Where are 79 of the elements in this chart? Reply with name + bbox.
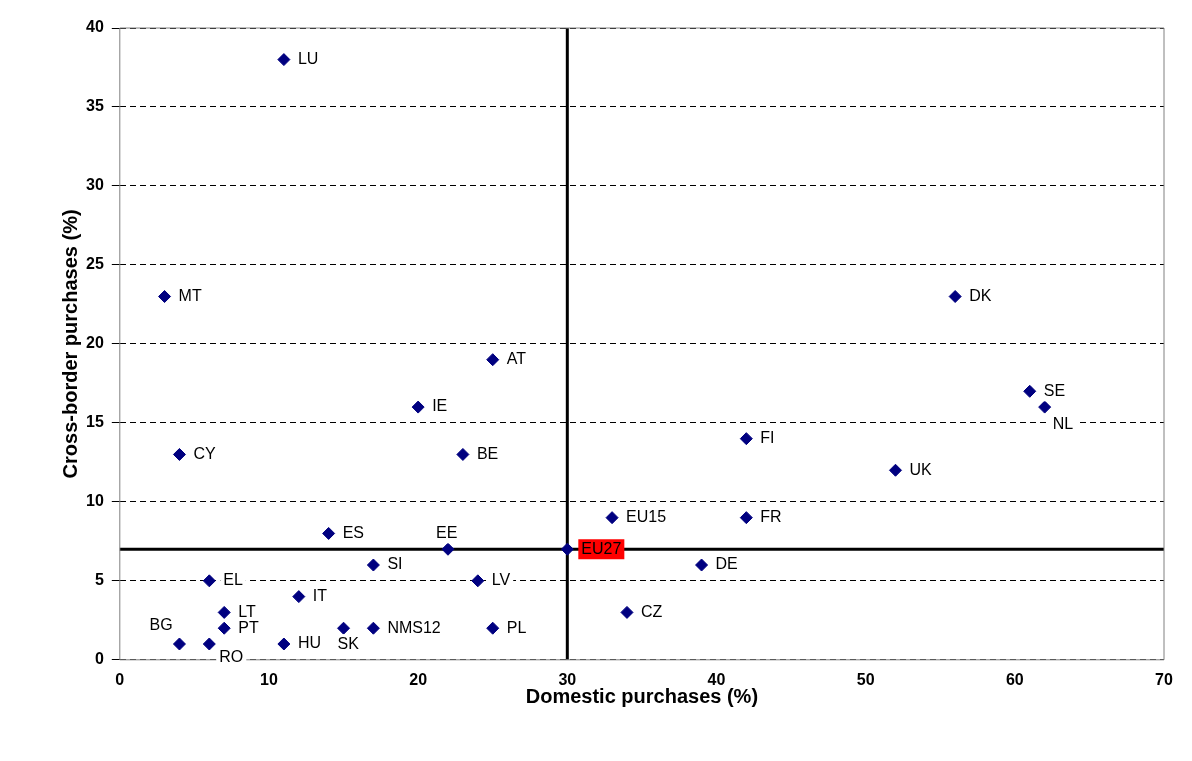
annotation: BG [149, 616, 173, 634]
annotation: PT [238, 618, 259, 636]
annotation: NL [1052, 415, 1074, 433]
point [277, 53, 291, 67]
annotation: IE [432, 397, 448, 415]
x-tick-label: 40 [707, 670, 726, 688]
point [366, 558, 380, 572]
annotation: SE [1043, 381, 1066, 399]
point [739, 511, 753, 525]
y-tick-label: 20 [86, 334, 104, 352]
point [172, 637, 186, 651]
y-axis-title: Cross-border purchases (%) [59, 209, 82, 479]
annotation: BE [476, 444, 499, 462]
y-tick-label: 0 [94, 650, 104, 668]
annotation: HU [297, 634, 321, 652]
point [695, 558, 709, 572]
annotation: MT [178, 286, 202, 304]
point [411, 400, 425, 414]
annotation: PL [506, 618, 527, 636]
y-tick-label: 30 [86, 176, 104, 194]
annotation: IT [312, 587, 328, 605]
y-tick-label: 40 [86, 18, 104, 36]
x-tick-label: 20 [409, 670, 428, 688]
annotation: EU15 [626, 508, 667, 526]
point [888, 463, 902, 477]
point [172, 447, 186, 461]
point [217, 605, 231, 619]
point [337, 621, 351, 635]
annotation: LU [297, 50, 319, 67]
annotation: RO [219, 648, 244, 666]
annotation: EE [435, 523, 458, 541]
annotation: CY [193, 444, 217, 462]
point [441, 542, 455, 556]
annotation: LT [238, 602, 256, 620]
point [739, 432, 753, 446]
point [948, 290, 962, 304]
point [1023, 384, 1037, 398]
y-tick-label: 25 [86, 255, 104, 273]
point [202, 574, 216, 588]
annotation: FI [760, 429, 775, 447]
annotation: FR [760, 508, 782, 526]
x-tick-label: 30 [558, 670, 577, 688]
point [217, 621, 231, 635]
x-tick-label: 60 [1005, 670, 1024, 688]
y-tick-label: 10 [86, 492, 104, 510]
point [158, 290, 172, 304]
point [322, 526, 336, 540]
point [202, 637, 216, 651]
point [471, 574, 485, 588]
point [277, 637, 291, 651]
point [560, 542, 574, 556]
point [486, 353, 500, 367]
y-tick-label: 15 [86, 413, 104, 431]
x-axis-title: Domestic purchases (%) [525, 685, 759, 708]
annotation: DE [715, 555, 738, 573]
annotation: LV [491, 571, 511, 589]
x-tick-label: 10 [260, 670, 278, 688]
point [605, 511, 619, 525]
point [292, 590, 306, 604]
point [366, 621, 380, 635]
annotation: SK [337, 634, 360, 652]
point [486, 621, 500, 635]
annotation: SI [387, 555, 403, 573]
annotation: ES [342, 523, 364, 541]
x-tick-label: 50 [856, 670, 875, 688]
x-tick-label: 70 [1155, 670, 1173, 688]
annotation: CZ [640, 602, 663, 620]
annotation: DK [969, 286, 992, 304]
point [620, 605, 634, 619]
y-tick-label: 5 [94, 571, 104, 589]
point [1038, 400, 1052, 414]
annotation: EL [223, 571, 243, 589]
annotation: NMS12 [387, 618, 441, 636]
annotation: AT [506, 350, 527, 368]
x-tick-label: 0 [115, 670, 125, 688]
y-tick-label: 35 [86, 97, 104, 115]
annotation: UK [909, 460, 933, 478]
annotation: EU27 [581, 539, 622, 557]
point [456, 447, 470, 461]
